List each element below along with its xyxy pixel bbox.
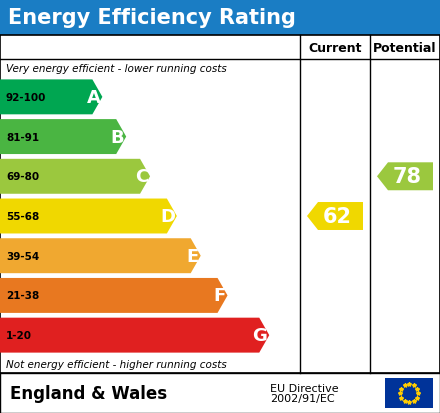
Text: F: F — [213, 287, 226, 305]
Text: 81-91: 81-91 — [6, 132, 39, 142]
Text: E: E — [187, 247, 199, 265]
Text: 69-80: 69-80 — [6, 172, 39, 182]
Bar — [0, 373, 440, 413]
Polygon shape — [0, 278, 227, 313]
Polygon shape — [377, 163, 433, 191]
Polygon shape — [0, 199, 177, 234]
Text: D: D — [160, 207, 175, 225]
Text: EU Directive: EU Directive — [270, 383, 339, 393]
Text: Not energy efficient - higher running costs: Not energy efficient - higher running co… — [6, 359, 227, 369]
Text: Energy Efficiency Rating: Energy Efficiency Rating — [8, 8, 296, 28]
Bar — [0, 36, 440, 373]
Polygon shape — [0, 318, 269, 353]
Text: England & Wales: England & Wales — [10, 384, 167, 402]
Text: Current: Current — [308, 41, 362, 55]
Text: C: C — [135, 168, 148, 186]
Text: 2002/91/EC: 2002/91/EC — [270, 393, 335, 403]
Polygon shape — [0, 80, 103, 115]
Text: 78: 78 — [392, 167, 422, 187]
Text: Very energy efficient - lower running costs: Very energy efficient - lower running co… — [6, 64, 227, 74]
Polygon shape — [0, 159, 150, 194]
Text: 92-100: 92-100 — [6, 93, 46, 102]
Text: B: B — [110, 128, 124, 146]
Text: A: A — [87, 89, 100, 107]
Polygon shape — [0, 120, 126, 155]
Text: Potential: Potential — [373, 41, 437, 55]
Text: 55-68: 55-68 — [6, 211, 39, 221]
Text: G: G — [253, 326, 267, 344]
Bar — [0, 0, 440, 36]
Polygon shape — [307, 202, 363, 230]
Text: 21-38: 21-38 — [6, 291, 39, 301]
Text: 39-54: 39-54 — [6, 251, 39, 261]
Text: 1-20: 1-20 — [6, 330, 32, 340]
Bar — [385, 378, 433, 408]
Polygon shape — [0, 239, 201, 273]
Text: 62: 62 — [323, 206, 352, 226]
